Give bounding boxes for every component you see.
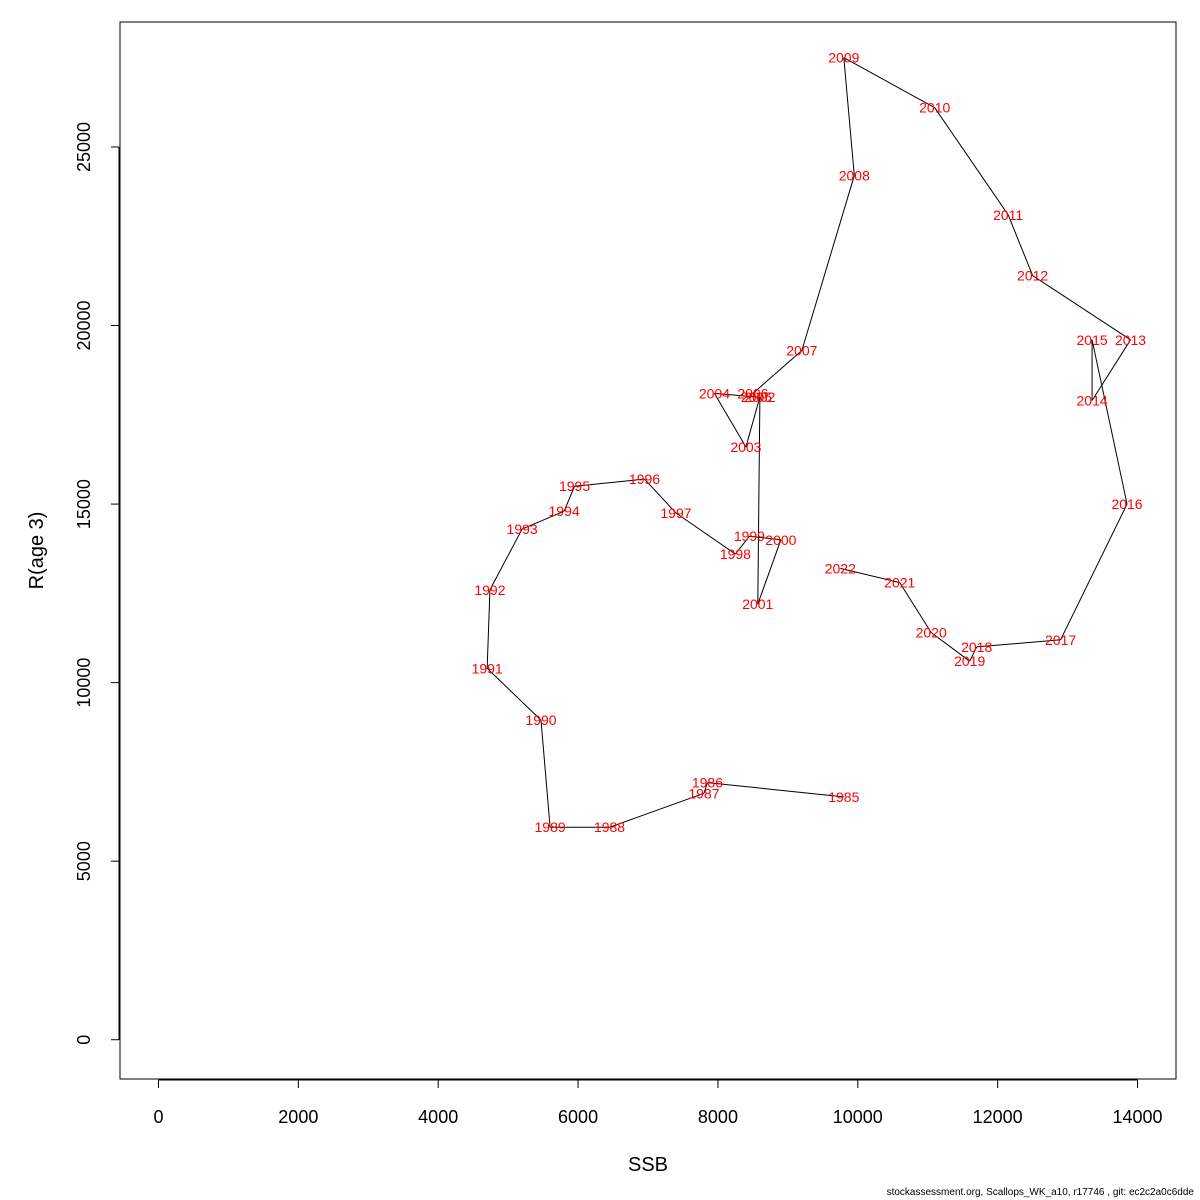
point-label-2016: 2016 bbox=[1111, 496, 1142, 512]
series-segment bbox=[574, 478, 645, 487]
point-label-2010: 2010 bbox=[919, 100, 950, 116]
series-segment bbox=[1091, 339, 1131, 401]
point-label-2019: 2019 bbox=[954, 653, 985, 669]
y-axis-label: R(age 3) bbox=[26, 512, 48, 590]
series-segment bbox=[609, 792, 705, 828]
y-tick-label: 25000 bbox=[74, 122, 94, 172]
point-label-1994: 1994 bbox=[549, 503, 580, 519]
x-axis-label: SSB bbox=[628, 1154, 668, 1176]
point-label-2007: 2007 bbox=[786, 343, 817, 359]
point-label-2014: 2014 bbox=[1077, 393, 1108, 409]
series-segment bbox=[752, 350, 803, 394]
series-segment bbox=[563, 486, 576, 512]
series-segment bbox=[714, 392, 757, 398]
point-label-1996: 1996 bbox=[629, 471, 660, 487]
point-label-2004: 2004 bbox=[699, 385, 730, 401]
series-segment bbox=[843, 57, 935, 109]
point-label-2022: 2022 bbox=[825, 560, 856, 576]
point-label-2005: 2005 bbox=[741, 389, 772, 405]
series-segment bbox=[934, 107, 1009, 216]
series-segment bbox=[745, 396, 761, 448]
series-segment bbox=[930, 632, 970, 662]
point-label-2003: 2003 bbox=[730, 439, 761, 455]
point-label-2020: 2020 bbox=[916, 625, 947, 641]
point-label-1993: 1993 bbox=[507, 521, 538, 537]
point-label-1987: 1987 bbox=[688, 785, 719, 801]
series-segment bbox=[703, 782, 708, 794]
footer-text: stockassessment.org, Scallops_WK_a10, r1… bbox=[886, 1187, 1194, 1198]
series-segment bbox=[757, 539, 782, 605]
point-label-2013: 2013 bbox=[1115, 332, 1146, 348]
series-segment bbox=[714, 393, 747, 448]
series-segment bbox=[675, 512, 736, 555]
series-segment bbox=[969, 646, 978, 662]
series-segment bbox=[752, 393, 757, 398]
series-segment bbox=[749, 535, 781, 541]
point-label-2006: 2006 bbox=[737, 385, 768, 401]
point-label-1998: 1998 bbox=[720, 546, 751, 562]
point-label-2018: 2018 bbox=[961, 639, 992, 655]
point-label-2017: 2017 bbox=[1045, 632, 1076, 648]
series-segment bbox=[976, 639, 1061, 648]
x-tick-label: 6000 bbox=[558, 1107, 598, 1127]
series-segment bbox=[1032, 275, 1131, 341]
series-segment bbox=[1060, 503, 1128, 640]
series-segment bbox=[489, 528, 523, 591]
point-label-1989: 1989 bbox=[535, 819, 566, 835]
point-label-2008: 2008 bbox=[839, 168, 870, 184]
y-tick-label: 0 bbox=[74, 1035, 94, 1045]
y-tick-label: 5000 bbox=[74, 841, 94, 881]
series-segment bbox=[1091, 339, 1128, 505]
x-tick-label: 0 bbox=[153, 1107, 163, 1127]
point-label-1997: 1997 bbox=[660, 505, 691, 521]
series-segment bbox=[644, 478, 677, 514]
point-label-1986: 1986 bbox=[692, 775, 723, 791]
x-tick-label: 8000 bbox=[698, 1107, 738, 1127]
x-tick-label: 4000 bbox=[418, 1107, 458, 1127]
series-segment bbox=[521, 510, 565, 530]
series-segment bbox=[757, 396, 761, 605]
y-tick-label: 10000 bbox=[74, 658, 94, 708]
point-label-1991: 1991 bbox=[472, 660, 503, 676]
x-tick-label: 14000 bbox=[1113, 1107, 1163, 1127]
series-segment bbox=[840, 567, 900, 584]
x-tick-label: 12000 bbox=[973, 1107, 1023, 1127]
series-segment bbox=[801, 175, 855, 351]
series-segment bbox=[486, 589, 491, 669]
x-tick-label: 10000 bbox=[833, 1107, 883, 1127]
series-segment bbox=[540, 720, 551, 828]
point-label-1985: 1985 bbox=[828, 789, 859, 805]
y-tick-label: 20000 bbox=[74, 300, 94, 350]
point-label-1995: 1995 bbox=[559, 478, 590, 494]
point-label-2011: 2011 bbox=[993, 207, 1023, 223]
point-label-2021: 2021 bbox=[884, 575, 915, 591]
series-segment bbox=[843, 57, 855, 176]
y-tick-label: 15000 bbox=[74, 479, 94, 529]
point-label-2009: 2009 bbox=[828, 50, 859, 66]
point-label-2012: 2012 bbox=[1017, 268, 1048, 284]
series-segment bbox=[899, 582, 932, 633]
point-label-1988: 1988 bbox=[594, 819, 625, 835]
series-segment bbox=[1007, 214, 1034, 276]
plot-frame bbox=[119, 21, 1177, 1080]
point-label-1990: 1990 bbox=[525, 712, 556, 728]
point-label-1999: 1999 bbox=[734, 528, 765, 544]
series-segment bbox=[735, 535, 750, 555]
point-label-1992: 1992 bbox=[474, 582, 505, 598]
point-label-2000: 2000 bbox=[765, 532, 796, 548]
series-segment bbox=[707, 782, 844, 798]
point-label-2002: 2002 bbox=[744, 389, 775, 405]
series-segment bbox=[486, 667, 542, 721]
x-tick-label: 2000 bbox=[278, 1107, 318, 1127]
point-label-2015: 2015 bbox=[1077, 332, 1108, 348]
point-label-2001: 2001 bbox=[742, 596, 773, 612]
